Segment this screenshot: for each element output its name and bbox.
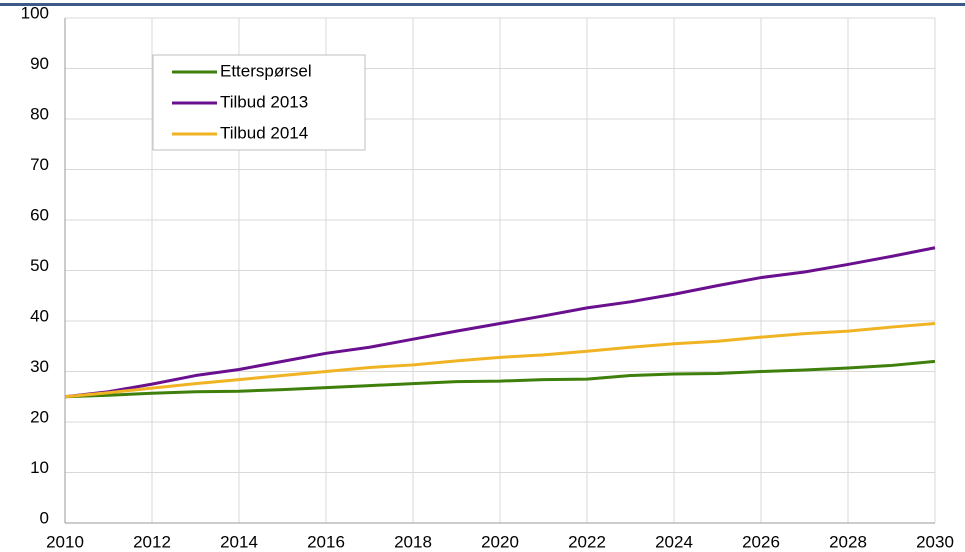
y-tick-label: 30 bbox=[30, 357, 49, 376]
x-tick-label: 2014 bbox=[220, 532, 258, 551]
x-tick-label: 2030 bbox=[916, 532, 954, 551]
y-tick-label: 40 bbox=[30, 306, 49, 325]
legend-label: Etterspørsel bbox=[220, 61, 312, 80]
y-tick-label: 100 bbox=[21, 3, 49, 22]
legend-label: Tilbud 2014 bbox=[220, 123, 308, 142]
y-tick-label: 10 bbox=[30, 458, 49, 477]
x-tick-label: 2024 bbox=[655, 532, 693, 551]
y-tick-label: 50 bbox=[30, 256, 49, 275]
x-tick-label: 2012 bbox=[133, 532, 171, 551]
data-line bbox=[64, 359, 936, 399]
data-line bbox=[64, 322, 936, 399]
x-tick-label: 2020 bbox=[481, 532, 519, 551]
data-line bbox=[64, 246, 936, 399]
x-tick-label: 2028 bbox=[829, 532, 867, 551]
x-tick-label: 2018 bbox=[394, 532, 432, 551]
x-tick-label: 2010 bbox=[46, 532, 84, 551]
x-tick-label: 2022 bbox=[568, 532, 606, 551]
x-tick-label: 2026 bbox=[742, 532, 780, 551]
y-tick-label: 0 bbox=[40, 508, 49, 527]
y-tick-label: 60 bbox=[30, 205, 49, 224]
y-tick-label: 90 bbox=[30, 54, 49, 73]
y-tick-label: 80 bbox=[30, 104, 49, 123]
top-border bbox=[0, 3, 965, 6]
legend-label: Tilbud 2013 bbox=[220, 92, 308, 111]
y-tick-label: 20 bbox=[30, 407, 49, 426]
y-tick-label: 70 bbox=[30, 155, 49, 174]
x-tick-label: 2016 bbox=[307, 532, 345, 551]
